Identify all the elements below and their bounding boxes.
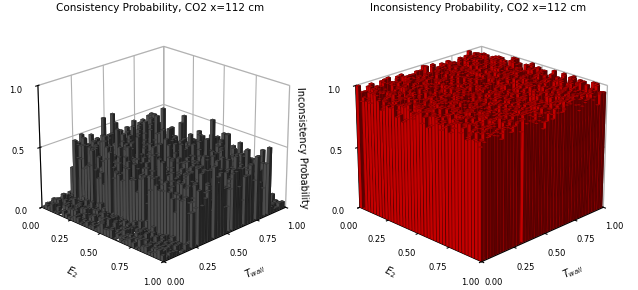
X-axis label: $T_{wall}$: $T_{wall}$ bbox=[560, 261, 586, 282]
Y-axis label: $E_2$: $E_2$ bbox=[64, 263, 80, 280]
Title: Consistency Probability, CO2 x=112 cm: Consistency Probability, CO2 x=112 cm bbox=[56, 3, 264, 13]
Title: Inconsistency Probability, CO2 x=112 cm: Inconsistency Probability, CO2 x=112 cm bbox=[370, 3, 586, 13]
X-axis label: $T_{wall}$: $T_{wall}$ bbox=[242, 261, 268, 282]
Y-axis label: $E_2$: $E_2$ bbox=[382, 263, 398, 280]
